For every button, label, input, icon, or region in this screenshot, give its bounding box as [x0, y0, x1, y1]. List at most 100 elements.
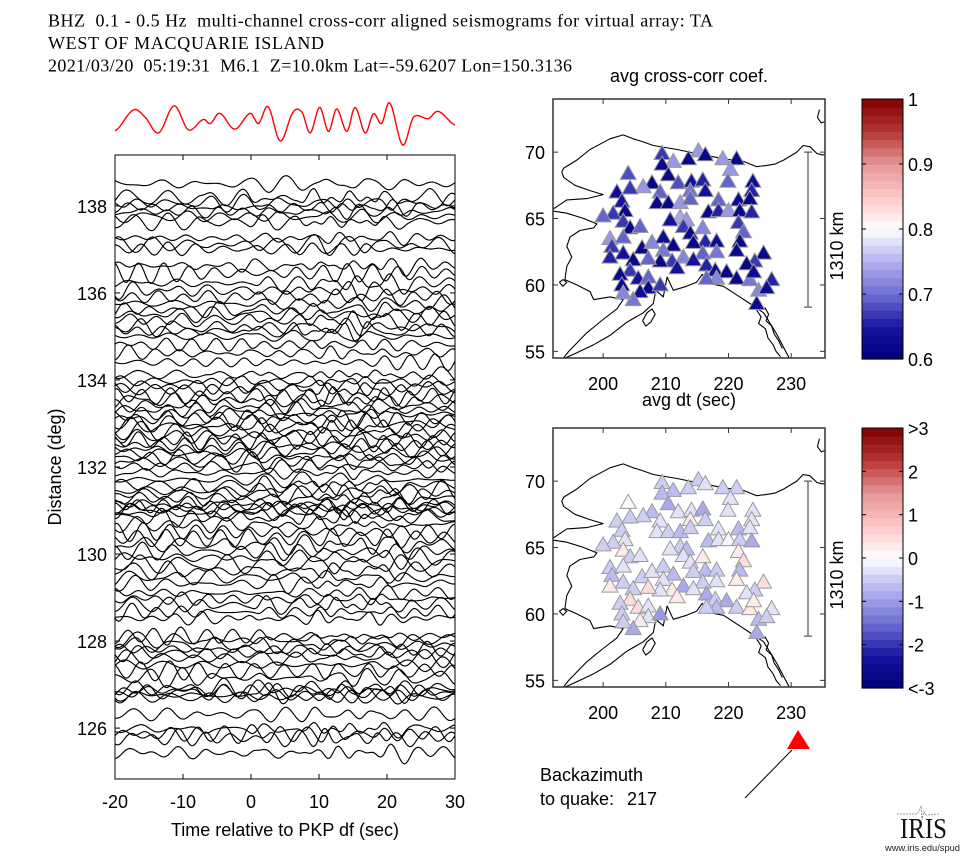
x-tick-label: 230 [776, 703, 806, 723]
colorbar-level [862, 533, 903, 543]
colorbar-level [862, 558, 903, 567]
dt-map-panel: 200 210 220 230 55 60 65 70 1310 km <-3 -2 -1 0 1 2 >… [525, 419, 935, 723]
colorbar-level [862, 318, 903, 328]
title-line-1: BHZ 0.1 - 0.5 Hz multi-channel cross-cor… [48, 11, 713, 31]
seismogram-trace [115, 175, 455, 193]
station-marker [624, 250, 643, 267]
station-marker [707, 242, 726, 259]
seismogram-trace [115, 366, 455, 381]
seismogram-trace [115, 631, 455, 649]
colorbar-tick-label: -1 [908, 592, 924, 612]
backazimuth-label: Backazimuth [540, 765, 643, 785]
station-marker [681, 518, 700, 535]
station-marker [594, 535, 612, 552]
coastline-segment [816, 438, 825, 453]
y-tick-label: 126 [77, 719, 107, 739]
station-marker [754, 244, 773, 260]
seismogram-trace [115, 310, 455, 331]
station-marker [684, 233, 703, 249]
coastline-segment [558, 608, 568, 616]
colorbar-level [862, 517, 903, 527]
colorbar-level [862, 598, 903, 608]
station-marker [696, 145, 715, 162]
colorbar-tick-label: 0.9 [908, 155, 933, 175]
station-marker [614, 573, 633, 589]
station-marker [651, 182, 670, 199]
station-marker [713, 478, 732, 495]
station-markers [594, 470, 781, 639]
colorbar-level [862, 574, 903, 583]
seismogram-trace [115, 386, 455, 407]
colorbar-level [862, 277, 903, 287]
station-marker [634, 177, 653, 194]
seismogram-trace [115, 534, 455, 556]
colorbar-level [862, 549, 903, 559]
y-tick-label: 130 [77, 545, 107, 565]
station-marker [631, 546, 649, 562]
station-marker [659, 193, 678, 210]
station-marker [614, 244, 633, 260]
colorbar-level [862, 196, 903, 206]
seismogram-trace [115, 677, 455, 700]
station-marker [727, 478, 746, 495]
colorbar-level [862, 541, 903, 551]
station-marker [653, 484, 671, 500]
seismogram-trace [115, 337, 455, 352]
seismogram-trace [115, 430, 455, 451]
station-marker [744, 262, 763, 279]
station-marker [621, 590, 639, 606]
seismogram-trace [115, 392, 455, 409]
coastline-segment [764, 307, 783, 349]
colorbar-level [862, 123, 903, 133]
seismogram-trace [115, 257, 455, 277]
station-marker [674, 248, 693, 264]
iris-logo: IRIS www.iris.edu/spud [884, 805, 960, 853]
station-marker [621, 178, 639, 195]
station-marker [693, 218, 712, 235]
station-marker [634, 506, 653, 523]
colorbar-level [862, 253, 903, 263]
backazimuth-value: 217 [627, 789, 657, 809]
station-marker [693, 244, 712, 260]
logo-url: www.iris.edu/spud [884, 843, 960, 853]
station-marker [604, 533, 623, 549]
seismogram-trace [115, 233, 455, 257]
station-marker [653, 155, 671, 171]
station-marker [594, 206, 612, 223]
station-marker [717, 591, 736, 608]
station-marker [697, 269, 716, 285]
colorbar-level [862, 614, 903, 624]
station-marker [674, 577, 693, 593]
title-line-2: WEST OF MACQUARIE ISLAND [48, 33, 324, 53]
colorbar-level [862, 428, 903, 437]
seismogram-trace [115, 706, 455, 723]
seismogram-trace [115, 412, 455, 433]
station-marker [727, 570, 746, 586]
seismogram-trace [115, 686, 455, 704]
station-marker [669, 502, 688, 519]
colorbar-level [862, 501, 903, 510]
seismogram-trace [115, 459, 455, 474]
colorbar-level [862, 460, 903, 470]
coastline-segment [756, 309, 781, 358]
station-marker [654, 557, 673, 573]
station-marker [654, 228, 673, 244]
seismogram-trace [115, 484, 455, 506]
backazimuth-arrow-line [744, 749, 793, 799]
stack-trace [115, 101, 456, 146]
station-marker [696, 474, 715, 491]
colorbar-level [862, 115, 903, 124]
station-marker [719, 530, 738, 547]
y-tick-label: 65 [525, 210, 545, 230]
colorbar-level [862, 237, 903, 246]
station-marker [681, 189, 700, 206]
title-block: BHZ 0.1 - 0.5 Hz multi-channel cross-cor… [48, 11, 713, 76]
seismogram-trace [115, 199, 455, 217]
seismogram-trace [115, 374, 455, 387]
x-tick-label: 210 [651, 374, 681, 394]
seismogram-trace [115, 317, 455, 338]
seismogram-trace [115, 724, 455, 744]
station-marker [659, 522, 678, 539]
seismogram-trace [115, 208, 455, 224]
station-marker [747, 294, 766, 310]
